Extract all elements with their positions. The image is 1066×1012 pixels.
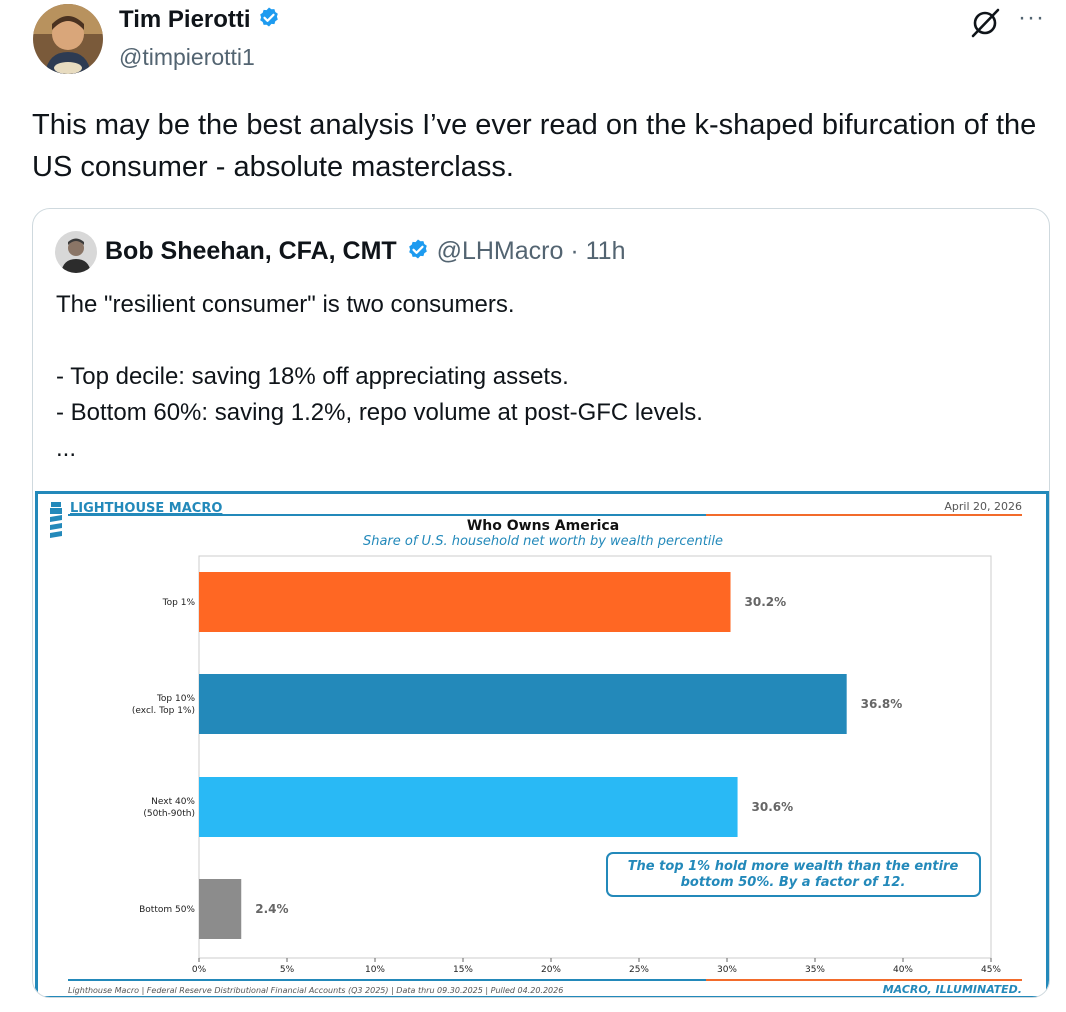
x-axis-ticks: 0% 5% 10% 15% 20% 25% 30% 35% 40% 45% — [192, 958, 1001, 975]
x-tick-label: 5% — [280, 965, 295, 975]
author-name-text[interactable]: Tim Pierotti — [119, 6, 251, 33]
x-tick-label: 0% — [192, 965, 207, 975]
annotation-line-1: The top 1% hold more wealth than the ent… — [628, 859, 959, 874]
y-axis-labels: Top 1% Top 10% (excl. Top 1%) Next 40% (50th… — [132, 598, 196, 915]
category-label: (50th-90th) — [143, 809, 195, 819]
category-label: Top 1% — [162, 598, 196, 608]
x-tick-label: 20% — [541, 965, 561, 975]
quoted-tweet[interactable]: Bob Sheehan, CFA, CMT @LHMacro · 11h The… — [32, 208, 1050, 998]
quote-line: - Bottom 60%: saving 1.2%, repo volume a… — [56, 399, 703, 426]
bar — [199, 572, 731, 632]
quote-author[interactable]: Bob Sheehan, CFA, CMT @LHMacro · 11h — [105, 237, 625, 269]
chart-image[interactable]: LIGHTHOUSE MACRO April 20, 2026 Who Owns… — [35, 491, 1049, 997]
x-tick-label: 35% — [805, 965, 825, 975]
annotation-box: The top 1% hold more wealth than the ent… — [606, 852, 981, 897]
x-tick-label: 30% — [717, 965, 737, 975]
chart-svg: LIGHTHOUSE MACRO April 20, 2026 Who Owns… — [50, 500, 1022, 996]
quote-author-handle[interactable]: @LHMacro — [436, 237, 564, 265]
quote-avatar[interactable] — [55, 231, 97, 273]
x-tick-label: 25% — [629, 965, 649, 975]
quote-author-name[interactable]: Bob Sheehan, CFA, CMT — [105, 237, 397, 265]
quote-text: The "resilient consumer" is two consumer… — [56, 287, 1016, 467]
x-tick-label: 45% — [981, 965, 1001, 975]
bars-group: 30.2% 36.8% 30.6% 2.4% — [199, 572, 902, 939]
chart-subtitle: Share of U.S. household net worth by wea… — [363, 534, 723, 549]
bar — [199, 777, 738, 837]
verified-badge-icon — [406, 238, 430, 269]
lighthouse-logo-icon — [50, 502, 62, 538]
quote-line: The "resilient consumer" is two consumer… — [56, 291, 515, 318]
bar — [199, 674, 847, 734]
quote-time[interactable]: · 11h — [570, 237, 626, 265]
quote-line — [56, 323, 1016, 359]
x-tick-label: 15% — [453, 965, 473, 975]
author-handle[interactable]: @timpierotti1 — [119, 44, 255, 70]
category-label: (excl. Top 1%) — [132, 706, 195, 716]
bar-value-label: 30.6% — [752, 800, 794, 814]
footer-source: Lighthouse Macro | Federal Reserve Distr… — [68, 986, 563, 995]
category-label: Bottom 50% — [139, 905, 195, 915]
category-label: Top 10% — [156, 694, 196, 704]
bar-value-label: 30.2% — [745, 595, 787, 609]
annotation-line-2: bottom 50%. By a factor of 12. — [681, 875, 906, 890]
quote-line: - Top decile: saving 18% off appreciatin… — [56, 363, 569, 390]
bar — [199, 879, 242, 939]
more-icon[interactable]: ··· — [1018, 4, 1045, 31]
chart-title: Who Owns America — [467, 518, 619, 534]
quote-line: ... — [56, 435, 77, 462]
tweet-text: This may be the best analysis I’ve ever … — [32, 109, 1037, 183]
chart-date: April 20, 2026 — [944, 500, 1022, 513]
bar-value-label: 36.8% — [861, 697, 903, 711]
category-label: Next 40% — [151, 797, 195, 807]
brand-name: LIGHTHOUSE MACRO — [70, 501, 222, 516]
footer-tagline: MACRO, ILLUMINATED. — [883, 983, 1022, 996]
bar-value-label: 2.4% — [255, 902, 288, 916]
grok-icon[interactable] — [968, 6, 1002, 45]
author-name[interactable]: Tim Pierotti — [119, 6, 281, 37]
verified-badge-icon — [257, 6, 281, 37]
x-tick-label: 40% — [893, 965, 913, 975]
x-tick-label: 10% — [365, 965, 385, 975]
avatar[interactable] — [33, 4, 103, 74]
